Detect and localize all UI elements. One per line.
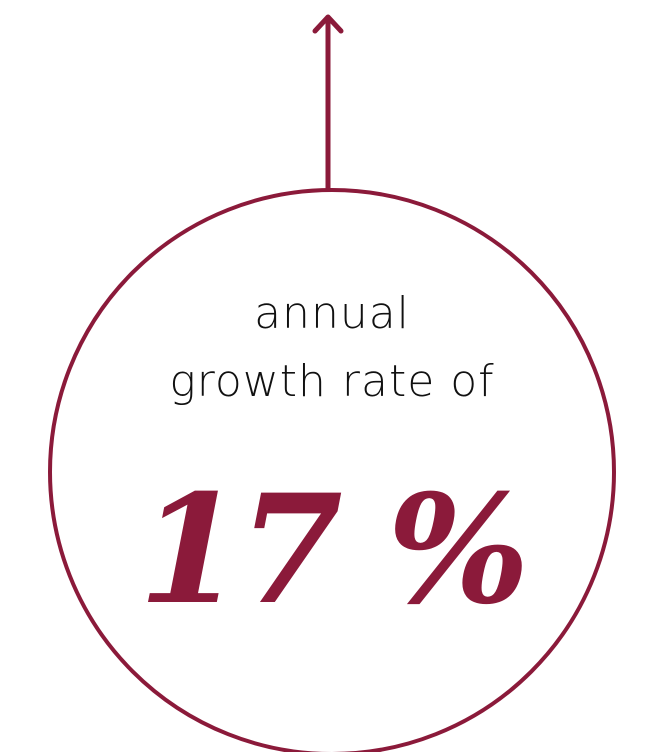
arrow-up-icon xyxy=(312,14,344,190)
caption-line-growth-rate: growth rate of xyxy=(169,356,495,407)
growth-rate-value: 17 % xyxy=(138,462,530,638)
caption-line-annual: annual xyxy=(254,288,410,339)
circle-outline xyxy=(48,188,616,752)
